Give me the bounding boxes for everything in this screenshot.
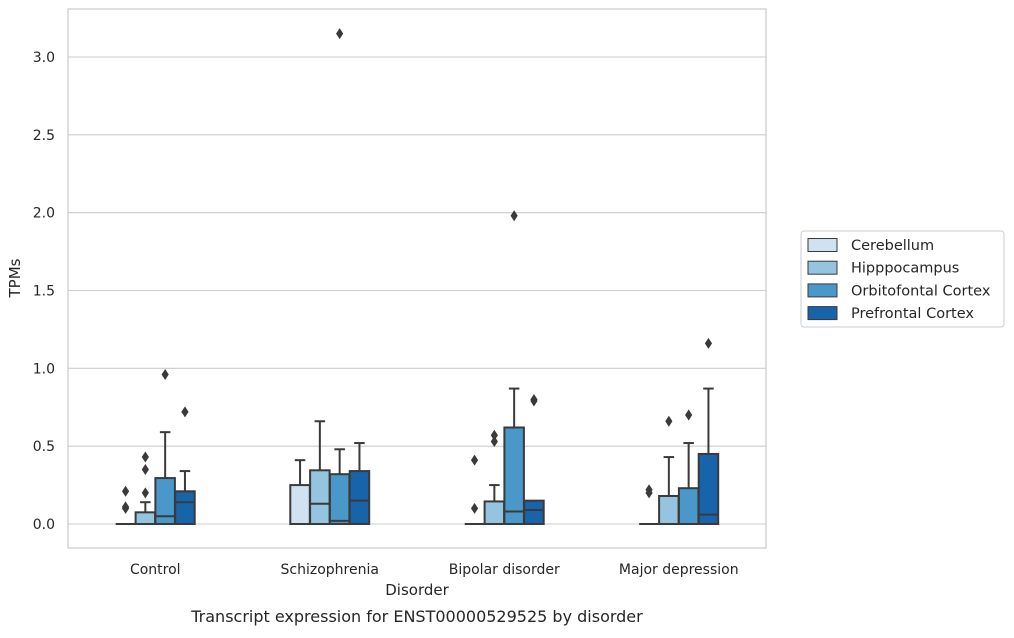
outlier-point xyxy=(141,487,149,499)
y-tick-labels: 0.0 0.5 1.0 1.5 2.0 2.5 3.0 xyxy=(33,50,55,533)
legend-swatch xyxy=(807,306,838,321)
box xyxy=(503,426,525,525)
box-group xyxy=(174,406,196,525)
box-group xyxy=(639,484,659,525)
box-group xyxy=(309,420,331,526)
outlier-point xyxy=(645,484,653,496)
box-group xyxy=(483,429,506,526)
box-group xyxy=(658,415,680,525)
box xyxy=(483,500,506,526)
legend-swatch xyxy=(807,260,838,275)
plot-frame xyxy=(67,8,767,549)
x-tick-label: Bipolar disorder xyxy=(449,562,560,578)
box-group xyxy=(697,337,720,525)
outlier-point xyxy=(121,485,130,497)
box xyxy=(289,484,311,525)
y-tick-label: 1.5 xyxy=(33,283,55,299)
y-tick-label: 2.5 xyxy=(33,128,55,144)
legend-swatch xyxy=(807,238,838,252)
y-tick-label: 0.0 xyxy=(33,517,55,533)
outlier-point xyxy=(530,393,538,405)
box-group xyxy=(523,393,545,526)
y-axis-label: TPMs xyxy=(6,258,24,298)
box-group xyxy=(677,409,700,525)
box-layer xyxy=(115,28,720,526)
gridlines xyxy=(68,56,766,525)
box-group xyxy=(154,369,176,526)
x-tick-label: Major depression xyxy=(619,562,739,578)
y-tick-label: 0.5 xyxy=(33,439,55,455)
legend-frame xyxy=(800,230,1005,328)
outlier-point xyxy=(121,501,130,513)
box xyxy=(174,490,196,525)
legend-swatch xyxy=(807,283,838,298)
box-group xyxy=(115,485,136,525)
legend-label: Cerebellum xyxy=(851,238,934,254)
x-axis-label: Disorder xyxy=(385,581,449,599)
box xyxy=(677,487,700,525)
outlier-point xyxy=(470,502,479,514)
outlier-point xyxy=(161,369,169,381)
box xyxy=(658,494,680,525)
outlier-point xyxy=(141,464,149,476)
x-tick-labels: Control Schizophrenia Bipolar disorder Majo… xyxy=(130,562,739,578)
box xyxy=(697,452,720,525)
box-group xyxy=(464,454,485,525)
outlier-point xyxy=(470,454,479,466)
y-tick-label: 3.0 xyxy=(33,50,55,66)
y-tick-label: 1.0 xyxy=(33,361,55,377)
x-tick-label: Control xyxy=(130,562,181,578)
outlier-point xyxy=(141,451,149,463)
x-tick-label: Schizophrenia xyxy=(281,562,379,578)
outlier-point xyxy=(181,406,189,418)
legend-label: Orbitofontal Cortex xyxy=(851,283,991,299)
outlier-point xyxy=(685,409,693,421)
box xyxy=(309,469,331,526)
legend-label: Hipppocampus xyxy=(851,261,959,277)
box-group xyxy=(289,459,311,525)
box-group xyxy=(503,210,525,525)
box xyxy=(134,511,157,526)
outlier-point xyxy=(665,415,673,427)
y-tick-label: 2.0 xyxy=(33,206,55,222)
box-group xyxy=(328,28,351,526)
legend: Cerebellum Hipppocampus Orbitofontal Corte… xyxy=(800,230,1005,328)
box xyxy=(348,470,371,526)
box-group xyxy=(134,451,157,526)
legend-label: Prefrontal Cortex xyxy=(851,306,974,322)
outlier-point xyxy=(510,210,518,222)
outlier-point xyxy=(490,435,498,447)
outlier-point xyxy=(336,28,344,40)
box-group xyxy=(348,442,371,526)
box xyxy=(328,473,351,526)
chart-caption: Transcript expression for ENST0000052952… xyxy=(190,607,643,626)
outlier-point xyxy=(704,337,713,349)
outlier-point xyxy=(490,429,498,441)
box xyxy=(523,499,545,526)
